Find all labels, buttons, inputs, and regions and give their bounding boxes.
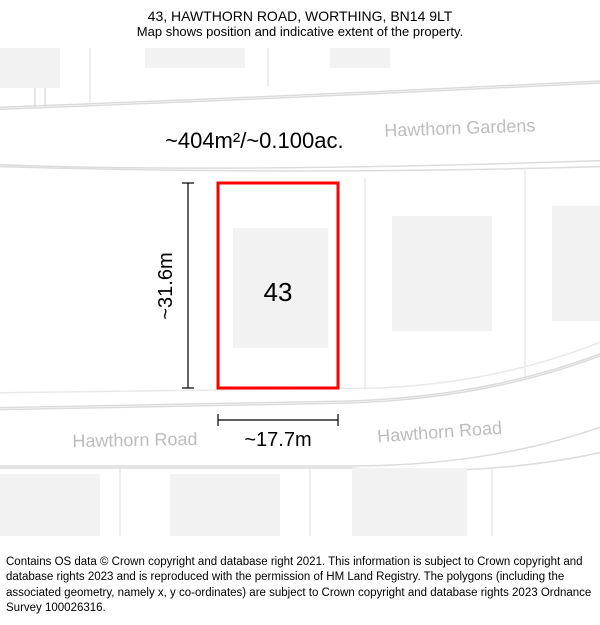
header: 43, HAWTHORN ROAD, WORTHING, BN14 9LT Ma… — [0, 0, 600, 43]
road-lower: Hawthorn Road Hawthorn Road — [0, 346, 600, 471]
footer: Contains OS data © Crown copyright and d… — [0, 549, 600, 625]
map-svg: Hawthorn Gardens Hawthorn Road Hawthorn … — [0, 48, 600, 536]
dim-height-label: ~31.6m — [155, 252, 177, 319]
dim-vertical — [182, 183, 194, 388]
house-number: 43 — [264, 277, 293, 307]
page-title: 43, HAWTHORN ROAD, WORTHING, BN14 9LT — [10, 8, 590, 24]
copyright-text: Contains OS data © Crown copyright and d… — [6, 556, 591, 615]
dim-width-label: ~17.7m — [244, 429, 311, 451]
page-subtitle: Map shows position and indicative extent… — [10, 24, 590, 39]
road-label-lower-left: Hawthorn Road — [72, 429, 197, 451]
area-label: ~404m²/~0.100ac. — [165, 128, 344, 153]
map-area: Hawthorn Gardens Hawthorn Road Hawthorn … — [0, 48, 600, 536]
